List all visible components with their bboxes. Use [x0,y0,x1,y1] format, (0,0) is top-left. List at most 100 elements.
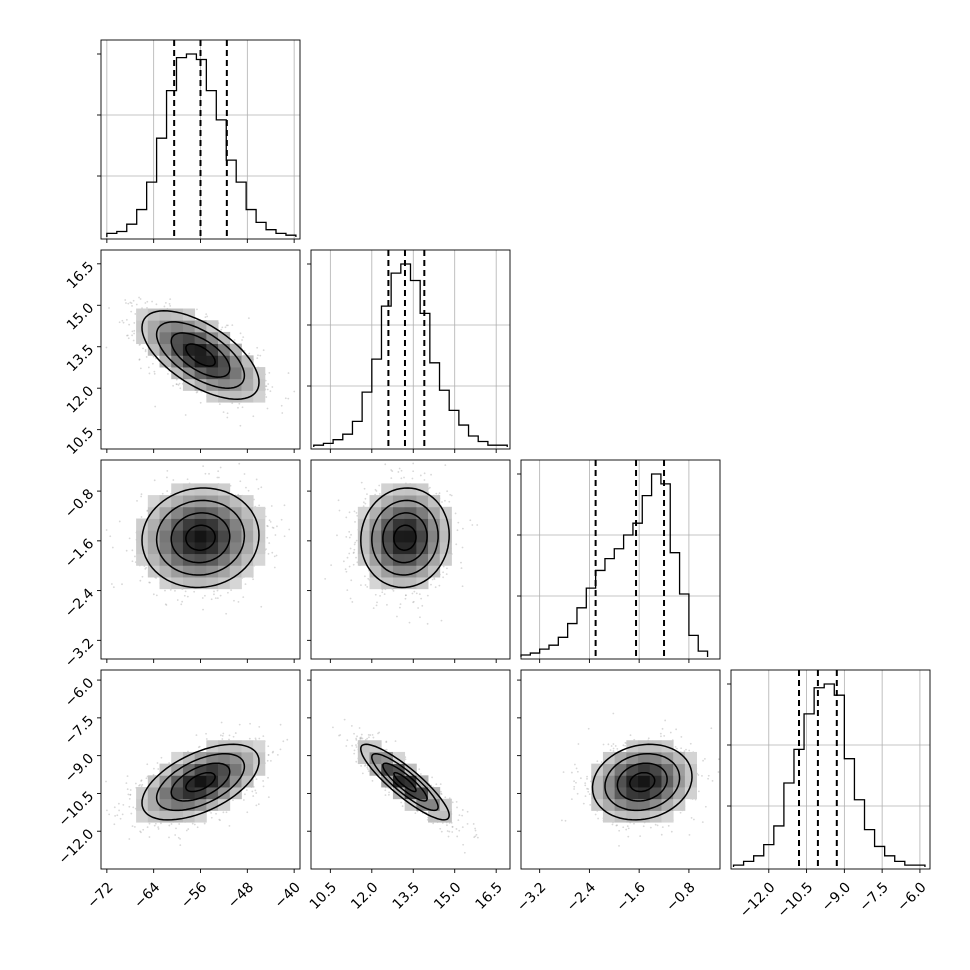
sample-point [169,298,172,301]
sample-point [351,601,354,603]
density-cell [381,553,394,566]
sample-point [255,778,258,781]
density-cell [369,518,382,531]
sample-point [293,390,296,393]
sample-point [454,512,457,515]
sample-point [360,481,363,484]
sample-point [169,367,172,370]
sample-point [168,824,171,827]
sample-point [287,372,290,374]
sample-point [271,751,274,754]
density-cell [404,483,417,496]
sample-point [122,321,125,324]
sample-point [266,407,269,410]
sample-point [330,564,333,567]
sample-point [449,493,452,496]
density-cell [206,518,219,531]
density-contour [155,499,246,576]
sample-point [281,412,284,414]
density-cell [229,541,242,555]
density-cell [229,506,242,519]
sample-point [118,520,121,523]
sample-point [283,504,286,507]
density-cell [147,343,160,356]
sample-point [166,490,169,492]
sample-point [195,391,198,394]
sample-point [231,402,234,405]
sample-point [125,549,128,552]
sample-point [126,334,128,337]
density-cell [439,518,452,531]
sample-point [131,334,133,337]
sample-point [151,300,153,303]
sample-point [460,567,463,570]
sample-point [202,465,205,468]
sample-point [155,303,158,306]
sample-point [179,387,182,390]
sample-point [398,606,401,609]
sample-point [268,542,271,544]
sample-point [353,543,356,546]
sample-point [134,555,136,558]
sample-point [412,470,415,473]
sample-point [219,594,222,597]
sample-point [175,383,178,386]
sample-point [337,499,340,502]
sample-point [131,330,134,333]
sample-point [258,504,261,507]
sample-point [353,551,355,554]
sample-point [400,477,403,480]
sample-point [448,500,451,503]
sample-point [264,379,267,382]
density-contour [371,499,439,576]
sample-point [257,354,259,357]
density-cell [241,541,254,555]
sample-point [392,589,395,592]
density-cell [218,378,231,391]
scatter-panel-4-1 [97,669,301,873]
density-cell [194,343,207,356]
density-contour [393,524,417,551]
sample-point [255,792,258,794]
sample-point [151,362,154,365]
sample-point [147,366,150,369]
density-cell [416,506,429,519]
sample-point [345,516,348,519]
density-cell [171,553,184,566]
sample-point [193,823,196,826]
density-cell [182,518,196,531]
density-cell [218,390,231,403]
sample-point [184,590,187,593]
density-cell [428,518,441,531]
histogram-steps [313,263,508,447]
sample-point [180,603,183,606]
sample-point [199,401,202,404]
sample-point [145,356,148,358]
sample-point [203,822,206,825]
sample-point [146,306,148,309]
sample-point [205,313,208,315]
sample-point [415,592,418,595]
sample-point [243,349,246,352]
sample-point [169,305,172,307]
sample-point [144,302,147,304]
density-cell [194,541,207,555]
sample-point [356,561,359,564]
sample-point [271,551,274,554]
sample-point [348,565,351,568]
sample-point [175,383,178,386]
sample-point [383,593,386,596]
sample-point [140,831,142,834]
sample-point [213,593,215,596]
sample-point [219,466,222,469]
sample-point [423,479,426,481]
sample-point [346,556,349,559]
sample-point [214,597,217,600]
sample-point [446,490,449,493]
sample-point [178,382,181,385]
sample-point [136,499,138,502]
sample-point [181,600,184,603]
sample-point [438,584,441,587]
sample-point [108,307,110,309]
sample-point [177,384,180,386]
